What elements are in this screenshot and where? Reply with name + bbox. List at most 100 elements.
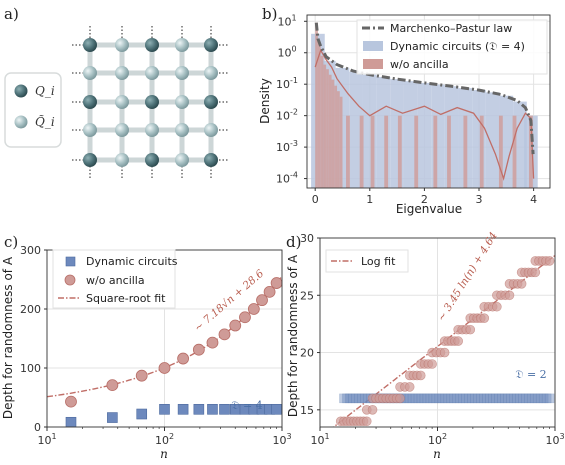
panel-c: c) 101 102 103 0 100 200 300 n Depth for rando… [1, 233, 292, 461]
chart-d-point-dynamic [443, 393, 454, 404]
qubit-dark-node [83, 153, 97, 167]
chart-c-xlabel: n [160, 447, 168, 461]
chart-b-ytick-label: 10-4 [276, 171, 298, 186]
chart-d-point-dynamic [473, 393, 483, 404]
legend-dynamic-swatch [363, 41, 383, 51]
chart-b-bar-dynamic [513, 101, 527, 188]
chart-b-bar-ancilla [337, 91, 340, 188]
panel-d: d) 101 102 103 15 20 25 30 n Depth for randomn… [286, 230, 565, 461]
chart-d-point-dynamic [544, 393, 555, 404]
chart-b-frame [306, 14, 551, 189]
chart-d-point-ancilla [439, 347, 450, 358]
chart-d-point-dynamic [476, 393, 486, 404]
chart-d-point-dynamic [529, 393, 540, 404]
legend-c-dynamic: Dynamic circuits [86, 255, 178, 268]
chart-d-point-ancilla [544, 256, 555, 266]
qubit-light-node [175, 153, 189, 167]
chart-d-ytick-label: 30 [300, 232, 314, 245]
chart-c-point-dynamic [219, 403, 230, 415]
legend-dynamic-label: Dynamic circuits (𝔇 = 4) [390, 40, 525, 53]
chart-d-point-ancilla [427, 359, 437, 369]
chart-c-point-ancilla [247, 303, 260, 315]
chart-c-legend: Dynamic circuits w/o ancilla Square-root… [52, 249, 178, 309]
chart-b-ytick-label: 100 [277, 45, 296, 60]
chart-c-point-ancilla [239, 311, 251, 324]
chart-c-point-ancilla [65, 395, 77, 408]
legend-d-fit: Log fit [361, 255, 396, 268]
chart-d-point-dynamic [440, 393, 451, 404]
chart-d-point-dynamic [416, 393, 427, 404]
chart-c-data [47, 275, 282, 427]
qubit-light-node [175, 95, 189, 109]
chart-d-point-dynamic [512, 393, 522, 404]
qubit-lattice [72, 26, 229, 178]
chart-d-point-dynamic [354, 393, 364, 404]
qubit-light-node [83, 66, 97, 80]
chart-d-point-dynamic [431, 393, 442, 404]
chart-b-bar-dynamic [431, 84, 445, 188]
chart-b-bar-dynamic [499, 95, 514, 188]
chart-b-ytick-label: 101 [277, 13, 296, 28]
qubit-light-node [145, 66, 159, 80]
chart-d-point-dynamic [535, 393, 546, 404]
chart-c-point-dynamic [271, 403, 282, 415]
chart-b-legend-bg [356, 19, 548, 75]
chart-d-point-dynamic [506, 393, 516, 404]
chart-d-point-dynamic [521, 393, 531, 404]
chart-b-bar-ancilla [326, 69, 329, 188]
qubit-light-node [115, 38, 129, 52]
chart-c-fit-line [47, 275, 282, 398]
chart-c-point-dynamic [177, 403, 189, 415]
chart-c-point-ancilla [270, 277, 282, 289]
panel-label-c: c) [4, 233, 18, 251]
chart-d-point-dynamic [410, 393, 421, 404]
qubit-light-node [115, 95, 129, 109]
qubit-light-node [115, 66, 129, 80]
chart-c-point-ancilla [135, 369, 148, 382]
chart-c-point-ancilla [158, 362, 171, 374]
chart-c-xtick-label: 103 [272, 432, 291, 447]
chart-d-point-dynamic [482, 393, 492, 404]
chart-b-bar-ancilla [346, 115, 350, 188]
chart-d-point-dynamic [541, 393, 552, 404]
legend-ancilla-label: w/o ancilla [390, 58, 449, 71]
chart-c-point-dynamic [207, 403, 218, 415]
legend-box-d [325, 249, 409, 273]
panel-label-d: d) [286, 233, 301, 251]
chart-b-bar-ancilla [447, 115, 451, 188]
chart-b-bar-ancilla [384, 115, 389, 188]
chart-b-bar-ancilla [479, 115, 484, 188]
chart-d-xtick-label: 102 [428, 432, 447, 447]
chart-d-point-dynamic [407, 393, 418, 404]
chart-d-point-dynamic [515, 393, 525, 404]
chart-b-bar-ancilla [463, 115, 468, 188]
chart-c-ytick-label: 200 [20, 303, 41, 316]
chart-b-bar-dynamic [417, 82, 432, 188]
chart-d-legend: Log fit [325, 249, 409, 273]
chart-c-point-ancilla [263, 285, 276, 298]
chart-d-xlabel: n [433, 447, 441, 461]
chart-d-point-dynamic [449, 393, 460, 404]
chart-b-bar-ancilla [359, 115, 364, 188]
chart-d-xtick-label: 101 [310, 432, 329, 447]
qubit-light-node [83, 123, 97, 137]
chart-d-point-ancilla [404, 382, 415, 392]
chart-c-depth-label: 𝔇 = 4 [231, 399, 262, 412]
chart-b-bar-ancilla [397, 115, 402, 188]
lattice-legend: Q_i Q̃_i [4, 72, 62, 148]
chart-d-point-dynamic [494, 393, 504, 404]
chart-c-point-dynamic [159, 403, 170, 415]
legend-dark-node-icon [14, 84, 28, 98]
qubit-dark-node [83, 95, 97, 109]
chart-c-ytick-label: 100 [20, 362, 41, 375]
chart-d-point-ancilla [361, 416, 372, 427]
chart-b-bar-ancilla [331, 79, 335, 188]
chart-c-point-dynamic [107, 412, 118, 423]
chart-b-xtick-label: 4 [530, 193, 537, 206]
chart-d-point-dynamic [461, 393, 471, 404]
chart-c-point-ancilla [177, 352, 190, 365]
legend-light-node-icon [14, 115, 28, 129]
chart-b-xtick-label: 3 [476, 193, 483, 206]
chart-d-point-ancilla [492, 301, 502, 312]
legend-ancilla-swatch [363, 59, 383, 69]
